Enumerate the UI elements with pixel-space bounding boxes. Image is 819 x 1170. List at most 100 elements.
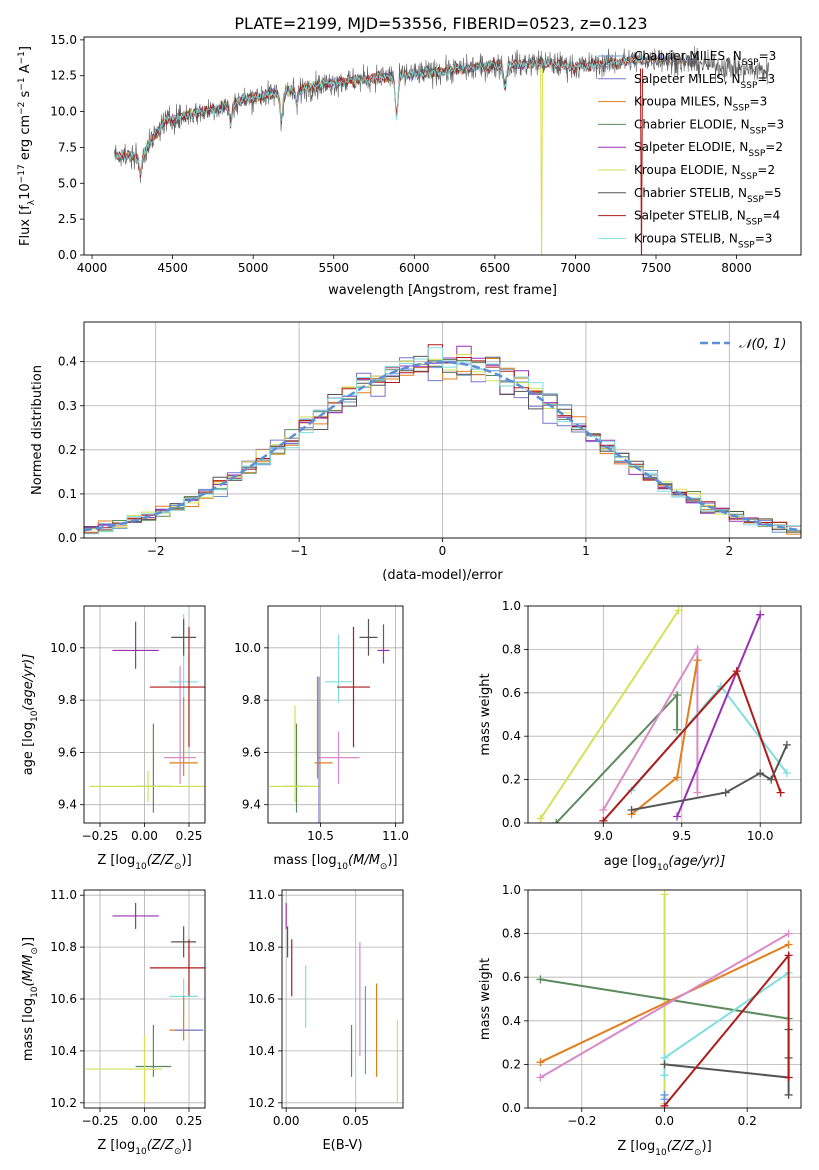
y-tick-label: 10.0 [50,105,77,119]
y-tick-label: 0.0 [502,816,521,830]
legend-entry: Salpeter MILES, NSSP=3 [634,72,775,91]
y-tick-label: 9.8 [58,693,77,707]
x-tick-label: 0.25 [176,1114,203,1128]
weight-line [664,1029,790,1095]
y-tick-label: 10.8 [50,940,77,954]
y-tick-label: 10.0 [234,641,261,655]
weight-marker [673,725,682,734]
legend-entry: Chabrier STELIB, NSSP=5 [634,186,782,205]
weight-line [539,609,680,820]
axes-frame [83,36,802,256]
weight-marker [552,819,561,823]
legend-entry-part: =2 [757,163,775,177]
residual-histogram-axes: −2 −1 0 1 2 0.0 0.1 0.2 0.3 0.4 (data-model)/error… [30,321,802,583]
x-axis-label-part: (Z/Z [147,1138,175,1153]
y-axis-label-part: mass weight [478,673,493,755]
y-axis-label-part: age [log [21,722,36,775]
x-axis-label: (data-model)/error [382,568,503,583]
plot-area [84,322,801,538]
gaussian-curve [84,360,801,532]
y-tick-label: 0.2 [502,1057,521,1071]
x-tick-label: 0.05 [342,1114,369,1128]
figure-title: PLATE=2199, MJD=53556, FIBERID=0523, z=0… [234,14,647,33]
weight-marker [674,606,683,615]
legend-entry-part: =4 [763,209,781,223]
x-tick-label: 10.0 [747,829,774,843]
weight-marker [536,814,545,823]
x-axis-label-part: ⊙ [694,1148,702,1158]
x-axis-label-part: ⊙ [174,862,182,872]
x-tick-label: 0.2 [738,1114,757,1128]
x-axis-label-part: E(B-V) [322,1138,362,1153]
y-axis-label: mass weight [478,958,493,1040]
y-axis-label-part: (age/yr)] [21,654,36,711]
y-tick-label: 10.6 [50,992,77,1006]
legend-entry-part: =3 [759,49,777,63]
mass-vs-ebv-axes: 0.00 0.05 10.2 10.4 10.6 10.8 11.0 E(B-V) [248,888,404,1153]
weight-marker [767,775,776,784]
y-axis-label: Normed distribution [30,365,45,495]
x-axis-label: Z [log10(Z/Z⊙)] [97,1138,191,1157]
x-axis-label-part: (M/M [348,853,380,868]
weight-line [539,932,790,1079]
mass-weight-vs-metallicity-axes: −0.2 0.0 0.2 0.0 0.2 0.4 0.6 0.8 1.0 Z [log10(Z/Z… [478,883,802,1158]
y-tick-label: 10.6 [248,992,275,1006]
weight-marker [660,1060,669,1069]
legend-entry-part: SSP [741,172,758,182]
legend-entry-part: SSP [746,218,763,228]
weight-marker [784,1073,793,1082]
y-tick-label: 0.8 [502,927,521,941]
y-axis-label-part: )] [21,937,36,947]
x-tick-label: 11.0 [382,829,409,843]
y-tick-label: 11.0 [248,888,275,902]
legend-entry-part: =3 [750,95,768,109]
y-tick-label: 1.0 [502,599,521,613]
y-tick-label: 15.0 [50,33,77,47]
y-tick-label: 0.8 [502,642,521,656]
legend-entry-part: =2 [765,140,783,154]
weight-line [663,971,790,1076]
x-tick-label: −1 [290,544,308,558]
legend-entry-part: SSP [747,195,764,205]
legend-entry: Kroupa ELODIE, NSSP=2 [634,163,775,182]
y-tick-label: 10.2 [248,1096,275,1110]
y-axis-label-part: 10 [18,183,33,200]
legend-entry-part: SSP [733,104,750,114]
x-axis-label-part: Z [log [617,1139,655,1154]
y-tick-label: 10.0 [50,641,77,655]
weight-marker [660,1071,669,1080]
x-axis-label: Z [log10(Z/Z⊙)] [617,1139,711,1158]
x-tick-label: 2 [725,544,733,558]
legend-entry: Chabrier MILES, NSSP=3 [634,49,776,68]
x-axis-label-part: )] [702,1139,712,1154]
y-tick-label: 12.5 [50,69,77,83]
x-tick-label: 4000 [77,261,108,275]
x-tick-label: 7500 [641,261,672,275]
x-tick-label: 0.00 [131,829,158,843]
weight-marker [693,788,702,797]
x-tick-label: 0.0 [655,1114,674,1128]
axes-frame [267,605,404,824]
x-axis-label-part: )] [387,853,397,868]
y-axis-label-part: 10 [30,986,40,998]
x-tick-label: 8000 [721,261,752,275]
weight-line [540,978,789,1020]
y-axis-label: mass [log10(M/M⊙)] [21,937,40,1061]
x-tick-label: 7000 [560,261,591,275]
weight-marker [784,940,793,949]
plot-area [84,890,205,1108]
plot-area [528,890,801,1108]
legend-entry-part: Salpeter MILES, N [634,72,741,86]
y-tick-label: 11.0 [50,888,77,902]
weight-marker [782,769,791,778]
x-tick-label: 4500 [157,261,188,275]
x-tick-label: 5000 [238,261,269,275]
x-axis-label-part: (data-model)/error [382,568,503,583]
weight-marker [784,929,793,938]
legend-entry: 𝒩(0, 1) [739,337,786,352]
weight-marker [536,1073,545,1082]
legend-entry: Salpeter ELODIE, NSSP=2 [634,140,783,159]
x-axis-label-part: Z [log [97,853,135,868]
legend-entry-part: Kroupa ELODIE, N [634,163,741,177]
x-tick-label: 6500 [480,261,511,275]
